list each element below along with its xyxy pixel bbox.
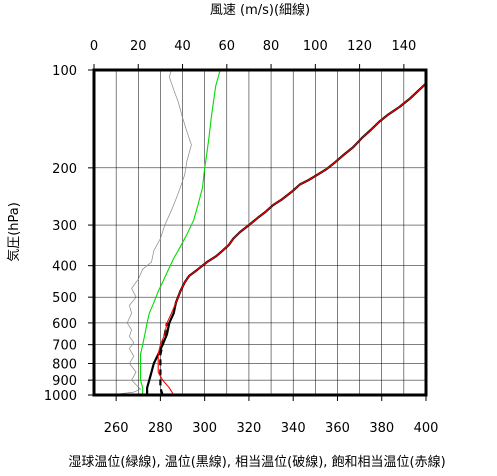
series-line bbox=[157, 83, 427, 396]
series-group bbox=[109, 69, 427, 396]
bottom-tick-label: 360 bbox=[325, 421, 350, 436]
pressure-tick-label: 400 bbox=[52, 260, 77, 275]
top-tick-label: 0 bbox=[90, 39, 98, 54]
bottom-tick-label: 280 bbox=[148, 421, 173, 436]
bottom-tick-label: 380 bbox=[369, 421, 394, 436]
series-line bbox=[139, 69, 221, 394]
top-tick-label: 100 bbox=[303, 39, 328, 54]
pressure-tick-label: 800 bbox=[52, 358, 77, 373]
top-axis-title: 風速 (m/s)(細線) bbox=[210, 2, 310, 18]
bottom-axis-title: 湿球温位(緑線), 温位(黒線), 相当温位(破線), 飽和相当温位(赤線) bbox=[68, 454, 445, 470]
pressure-tick-label: 1000 bbox=[44, 389, 77, 404]
pressure-tick-label: 200 bbox=[52, 162, 77, 177]
y-axis-title: 気圧(hPa) bbox=[6, 202, 22, 262]
bottom-tick-label: 300 bbox=[192, 421, 217, 436]
pressure-tick-label: 600 bbox=[52, 317, 77, 332]
bottom-tick-label: 340 bbox=[281, 421, 306, 436]
pressure-tick-label: 700 bbox=[52, 339, 77, 354]
series-line bbox=[159, 322, 169, 396]
tick-labels: 0 20 40 60 80 100 120 140 260 280 300 320 340 360 380 4… bbox=[44, 39, 439, 436]
grid bbox=[93, 69, 427, 396]
pressure-tick-label: 500 bbox=[52, 291, 77, 306]
bottom-tick-label: 320 bbox=[237, 421, 262, 436]
series-line bbox=[109, 69, 192, 396]
top-tick-label: 140 bbox=[391, 39, 416, 54]
plot-frame bbox=[92, 68, 428, 397]
bottom-tick-label: 260 bbox=[104, 421, 129, 436]
top-tick-label: 20 bbox=[130, 39, 147, 54]
pressure-tick-label: 300 bbox=[52, 219, 77, 234]
top-tick-label: 80 bbox=[263, 39, 280, 54]
top-tick-label: 120 bbox=[347, 39, 372, 54]
pressure-tick-label: 100 bbox=[52, 64, 77, 79]
top-tick-label: 40 bbox=[174, 39, 191, 54]
pressure-tick-label: 900 bbox=[52, 374, 77, 389]
top-tick-label: 60 bbox=[219, 39, 236, 54]
series-line bbox=[146, 82, 427, 395]
bottom-tick-label: 400 bbox=[414, 421, 439, 436]
